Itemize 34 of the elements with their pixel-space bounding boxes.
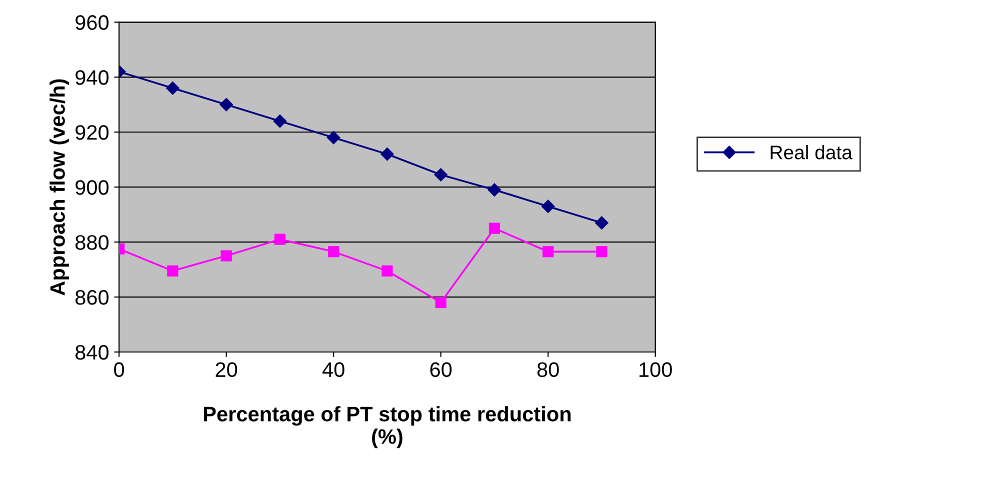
x-tick-label: 40 — [322, 362, 344, 378]
y-axis-title: Approach flow (vec/h) — [50, 79, 70, 296]
point — [542, 246, 554, 258]
point — [434, 168, 448, 182]
y-tick-label: 840 — [75, 345, 109, 360]
point — [435, 296, 446, 308]
x-tick-label: 80 — [537, 362, 559, 378]
x-tick-label: 60 — [430, 362, 452, 378]
point — [166, 82, 180, 95]
point — [220, 98, 233, 112]
point — [542, 200, 555, 213]
point — [274, 234, 286, 245]
point — [380, 148, 394, 161]
point — [220, 250, 232, 262]
point — [488, 222, 500, 234]
point — [382, 265, 393, 276]
point — [595, 216, 608, 230]
legend-label: Real data — [770, 145, 852, 160]
x-tick-label: 100 — [640, 362, 672, 378]
x-axis-title: Percentage of PT stop time reduction (%) — [204, 406, 571, 448]
y-tick-label: 960 — [76, 15, 109, 30]
point — [596, 246, 608, 258]
y-tick-label: 880 — [75, 235, 109, 250]
y-tick-label: 920 — [76, 125, 109, 140]
point — [273, 114, 287, 128]
x-tick-label: 0 — [114, 362, 124, 378]
point — [328, 246, 340, 258]
y-tick-label: 860 — [75, 290, 109, 305]
x-tick-label: 20 — [216, 362, 238, 378]
y-tick-label: 940 — [76, 70, 109, 85]
point — [488, 183, 502, 196]
y-tick-label: 900 — [76, 180, 109, 195]
point — [326, 131, 340, 144]
point — [167, 265, 178, 276]
